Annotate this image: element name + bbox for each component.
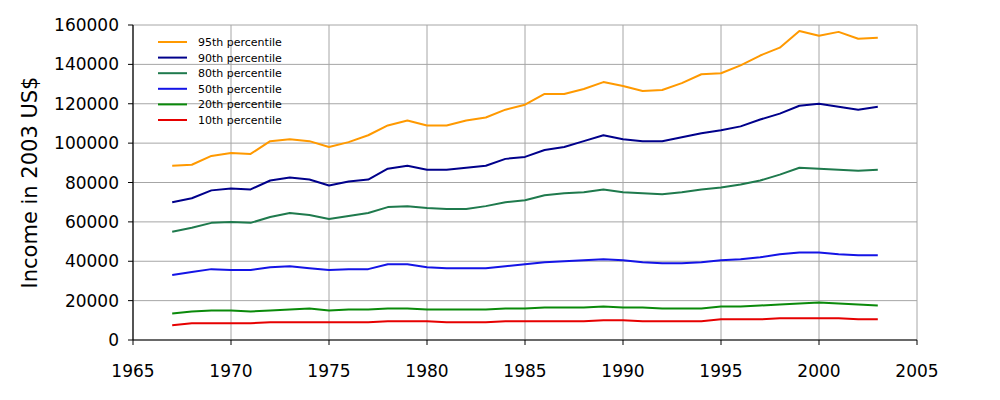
legend-swatch xyxy=(158,41,187,43)
y-tick-label: 80000 xyxy=(65,173,119,193)
y-tick xyxy=(128,64,133,65)
x-tick-label: 2005 xyxy=(895,361,938,381)
x-tick xyxy=(623,340,624,345)
y-tick-label: 0 xyxy=(108,330,119,350)
series-line xyxy=(172,104,878,202)
series-line xyxy=(172,252,878,275)
axes: 1965 1970 1975 1980 1985 1990 1995 2000 2005 0 200… xyxy=(54,15,939,381)
y-tick-label: 140000 xyxy=(54,54,119,74)
grid-line-y xyxy=(133,143,917,144)
y-tick-label: 160000 xyxy=(54,15,119,35)
grid-line-y xyxy=(133,300,917,301)
legend-label: 95th percentile xyxy=(198,36,282,49)
chart: 1965 1970 1975 1980 1985 1990 1995 2000 2005 0 200… xyxy=(0,0,1000,400)
series-line xyxy=(172,318,878,325)
y-tick-label: 20000 xyxy=(65,291,119,311)
x-tick-label: 1980 xyxy=(405,361,448,381)
legend-swatch xyxy=(158,119,187,121)
y-tick xyxy=(128,261,133,262)
y-tick-label: 120000 xyxy=(54,94,119,114)
legend-swatch xyxy=(158,103,187,105)
y-tick xyxy=(128,143,133,144)
y-tick xyxy=(128,25,133,26)
x-tick-label: 1965 xyxy=(111,361,154,381)
grid-line-y xyxy=(133,261,917,262)
x-tick xyxy=(721,340,722,345)
x-tick xyxy=(525,340,526,345)
y-tick xyxy=(128,300,133,301)
legend: 95th percentile 90th percentile 80th perce… xyxy=(158,36,282,127)
x-tick xyxy=(231,340,232,345)
y-axis-label: Income in 2003 US$ xyxy=(18,77,42,289)
x-tick xyxy=(917,340,918,345)
x-tick xyxy=(133,340,134,345)
x-tick-label: 1995 xyxy=(699,361,742,381)
legend-label: 90th percentile xyxy=(198,52,282,65)
legend-label: 50th percentile xyxy=(198,83,282,96)
x-tick-label: 1985 xyxy=(503,361,546,381)
plot-area xyxy=(172,31,878,325)
x-tick-label: 2000 xyxy=(797,361,840,381)
y-tick-label: 40000 xyxy=(65,251,119,271)
grid xyxy=(133,25,917,340)
legend-swatch xyxy=(158,72,187,74)
legend-label: 80th percentile xyxy=(198,67,282,80)
x-tick xyxy=(427,340,428,345)
y-tick xyxy=(128,340,133,341)
x-tick xyxy=(819,340,820,345)
y-tick xyxy=(128,182,133,183)
x-tick-label: 1975 xyxy=(307,361,350,381)
y-tick-label: 60000 xyxy=(65,212,119,232)
series-line xyxy=(172,168,878,232)
legend-swatch xyxy=(158,88,187,90)
legend-swatch xyxy=(158,57,187,59)
y-tick xyxy=(128,221,133,222)
series-line xyxy=(172,31,878,166)
x-tick xyxy=(329,340,330,345)
x-tick-label: 1970 xyxy=(209,361,252,381)
y-tick xyxy=(128,103,133,104)
y-tick-label: 100000 xyxy=(54,133,119,153)
legend-label: 20th percentile xyxy=(198,98,282,111)
grid-line-y xyxy=(133,182,917,183)
grid-line-y xyxy=(133,25,917,26)
legend-label: 10th percentile xyxy=(198,114,282,127)
series-line xyxy=(172,303,878,314)
x-tick-label: 1990 xyxy=(601,361,644,381)
